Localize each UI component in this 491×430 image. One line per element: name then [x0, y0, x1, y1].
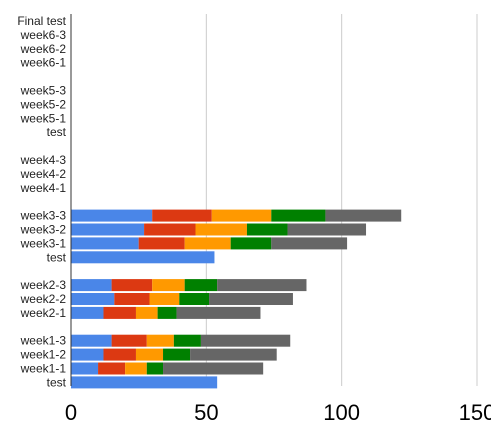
bar-segment: [138, 237, 185, 250]
bar-segment: [230, 237, 272, 250]
x-tick-label: 50: [194, 400, 218, 425]
x-tick-label: 0: [65, 400, 77, 425]
category-label: week4-2: [20, 167, 67, 181]
bar-segment: [71, 223, 145, 236]
bar-segment: [146, 334, 174, 347]
gridlines: [205, 14, 478, 386]
category-labels: Final testweek6-3week6-2week6-1week5-3we…: [17, 14, 66, 389]
bar-segment: [157, 306, 177, 319]
bar-segment: [287, 223, 367, 236]
category-label: week5-3: [20, 84, 67, 98]
bar-segment: [71, 334, 112, 347]
category-label: week6-2: [20, 42, 67, 56]
bar-segment: [111, 334, 147, 347]
category-label: week3-1: [20, 236, 67, 250]
bar-segment: [176, 306, 261, 319]
bar-segment: [103, 306, 136, 319]
category-label: week5-2: [20, 97, 67, 111]
category-label: week6-3: [20, 28, 67, 42]
bar-segment: [111, 279, 153, 292]
category-label: week4-3: [20, 153, 67, 167]
bar-segment: [71, 209, 153, 222]
bar-segment: [146, 362, 164, 375]
bar-segment: [163, 348, 191, 361]
bar-segment: [209, 293, 293, 305]
category-label: week4-1: [20, 181, 67, 195]
category-label: week5-1: [20, 111, 67, 125]
category-label: week6-1: [20, 56, 67, 70]
category-label: week1-3: [20, 334, 67, 348]
bar-segment: [71, 348, 104, 361]
bar-segment: [144, 223, 196, 236]
bar-segment: [71, 306, 104, 319]
category-label: week2-2: [20, 292, 67, 306]
bar-segment: [125, 362, 147, 375]
category-label: week2-3: [20, 278, 67, 292]
bar-segment: [271, 209, 326, 222]
bar-segment: [195, 223, 247, 236]
bar-segment: [246, 223, 288, 236]
category-label: test: [47, 375, 67, 389]
bar-segment: [71, 362, 99, 375]
bar-segment: [71, 237, 139, 250]
category-label: week1-1: [20, 362, 67, 376]
bar-segment: [184, 279, 218, 292]
bar-segment: [325, 209, 402, 222]
tick-labels: 0 50 100 150: [65, 400, 491, 425]
bar-segment: [200, 334, 291, 347]
category-label: week2-1: [20, 306, 67, 320]
bar-segment: [71, 279, 112, 292]
bar-segment: [152, 209, 212, 222]
bars: [71, 209, 402, 389]
category-label: test: [47, 125, 67, 139]
bar-segment: [135, 348, 164, 361]
bar-segment: [135, 306, 158, 319]
category-label: week3-2: [20, 223, 67, 237]
bar-segment: [271, 237, 348, 250]
bar-segment: [190, 348, 277, 361]
category-label: test: [47, 250, 67, 264]
bar-segment: [98, 362, 126, 375]
bar-segment: [114, 293, 150, 305]
x-tick-label: 150: [459, 400, 491, 425]
bar-segment: [71, 376, 218, 389]
x-tick-label: 100: [323, 400, 360, 425]
bar-segment: [149, 293, 180, 305]
bar-segment: [71, 293, 115, 305]
bar-segment: [163, 362, 264, 375]
bar-segment: [152, 279, 185, 292]
bar-segment: [211, 209, 272, 222]
category-label: Final test: [17, 14, 66, 28]
category-label: week3-3: [20, 209, 67, 223]
bar-segment: [173, 334, 201, 347]
bar-segment: [71, 251, 215, 264]
bar-segment: [103, 348, 136, 361]
bar-segment: [217, 279, 307, 292]
bar-segment: [184, 237, 231, 250]
bar-segment: [179, 293, 210, 305]
category-label: week1-2: [20, 348, 67, 362]
